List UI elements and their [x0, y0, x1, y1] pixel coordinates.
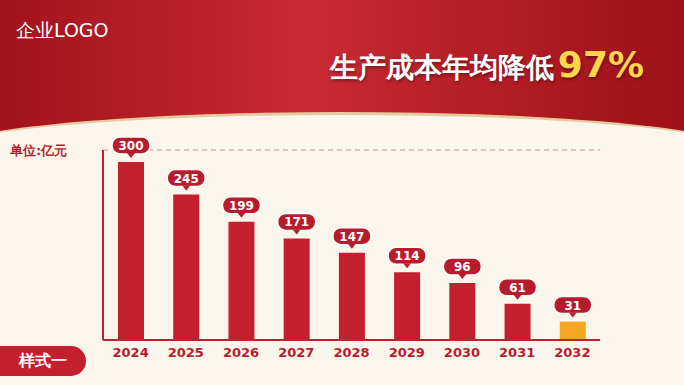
svg-text:2030: 2030: [444, 345, 480, 360]
svg-text:31: 31: [564, 299, 581, 313]
svg-text:2031: 2031: [499, 345, 535, 360]
html-text:企业LOGO: 企业LOGO: [16, 19, 109, 41]
svg-text:61: 61: [509, 281, 526, 295]
svg-text:147: 147: [339, 230, 364, 244]
svg-text:2029: 2029: [389, 345, 425, 360]
html-text:生产成本年均降低97%: 生产成本年均降低97%: [329, 44, 644, 85]
svg-text:199: 199: [229, 199, 254, 213]
svg-text:96: 96: [454, 260, 471, 274]
html-text:单位:亿元: 单位:亿元: [10, 143, 68, 158]
svg-text:2027: 2027: [278, 345, 314, 360]
svg-text:114: 114: [395, 249, 420, 263]
svg-text:2026: 2026: [223, 345, 259, 360]
svg-text:2024: 2024: [113, 345, 149, 360]
svg-text:2025: 2025: [168, 345, 204, 360]
html-text:样式一: 样式一: [19, 351, 67, 370]
svg-text:171: 171: [284, 215, 309, 229]
svg-text:245: 245: [174, 172, 199, 186]
svg-text:2032: 2032: [554, 345, 590, 360]
svg-text:300: 300: [118, 139, 143, 153]
svg-text:2028: 2028: [333, 345, 369, 360]
